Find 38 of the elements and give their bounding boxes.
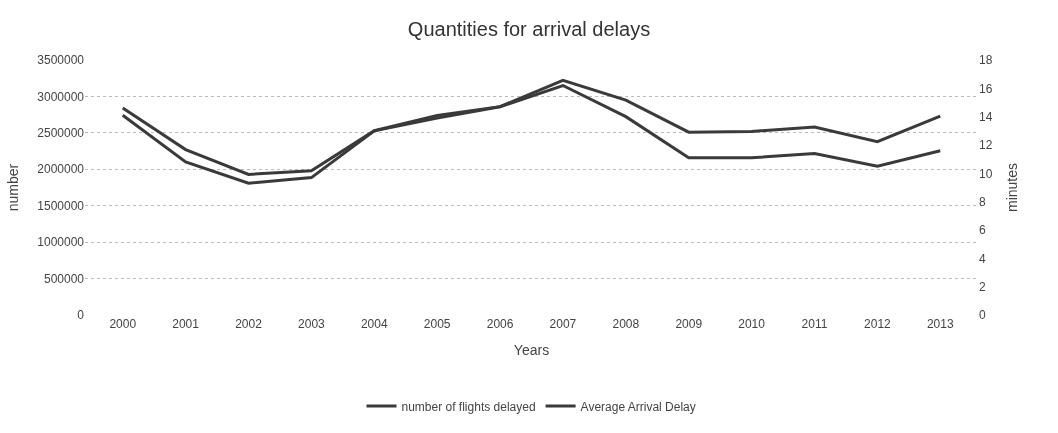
legend-label: Average Arrival Delay: [580, 399, 696, 414]
x-tick-label: 2005: [423, 317, 451, 331]
y-tick-label: 3500000: [37, 53, 85, 68]
x-tick-label: 2013: [926, 317, 954, 331]
y-tick-label: 2500000: [37, 126, 85, 141]
y-tick-label: 1500000: [37, 198, 85, 213]
legend-label: number of flights delayed: [401, 399, 536, 414]
x-tick-label: 2008: [612, 317, 640, 331]
x-tick-label: 2000: [109, 317, 137, 331]
y2-tick-label: 8: [979, 194, 986, 209]
x-tick-label: 2007: [549, 317, 577, 331]
x-tick-label: 2011: [801, 317, 828, 331]
x-tick-label: 2009: [675, 317, 703, 331]
x-tick-label: 2004: [360, 317, 388, 331]
x-tick-label: 2010: [738, 317, 766, 331]
x-tick-label: 2002: [235, 317, 263, 331]
y2-tick-label: 12: [979, 138, 993, 153]
y2-axis-title: minutes: [1003, 162, 1020, 213]
x-axis-title: Years: [513, 342, 550, 359]
y2-tick-label: 10: [979, 166, 993, 181]
x-tick-label: 2003: [298, 317, 326, 331]
y-tick-label: 2000000: [37, 162, 85, 177]
x-tick-label: 2001: [172, 317, 200, 331]
y2-tick-label: 18: [979, 53, 993, 68]
y-axis-title: number: [4, 163, 21, 212]
y2-tick-label: 0: [979, 308, 986, 323]
x-tick-label: 2012: [864, 317, 892, 331]
y2-tick-label: 2: [979, 279, 986, 294]
x-tick-label: 2006: [486, 317, 514, 331]
y2-tick-label: 16: [979, 81, 993, 96]
y2-tick-label: 14: [979, 109, 993, 124]
y2-tick-label: 6: [979, 223, 986, 238]
y-tick-label: 3000000: [37, 89, 85, 104]
y-tick-label: 0: [77, 308, 85, 323]
chart-title: Quantities for arrival delays: [407, 17, 651, 40]
y-tick-label: 500000: [43, 271, 85, 286]
y2-tick-label: 4: [979, 251, 986, 266]
y-tick-label: 1000000: [37, 235, 85, 250]
